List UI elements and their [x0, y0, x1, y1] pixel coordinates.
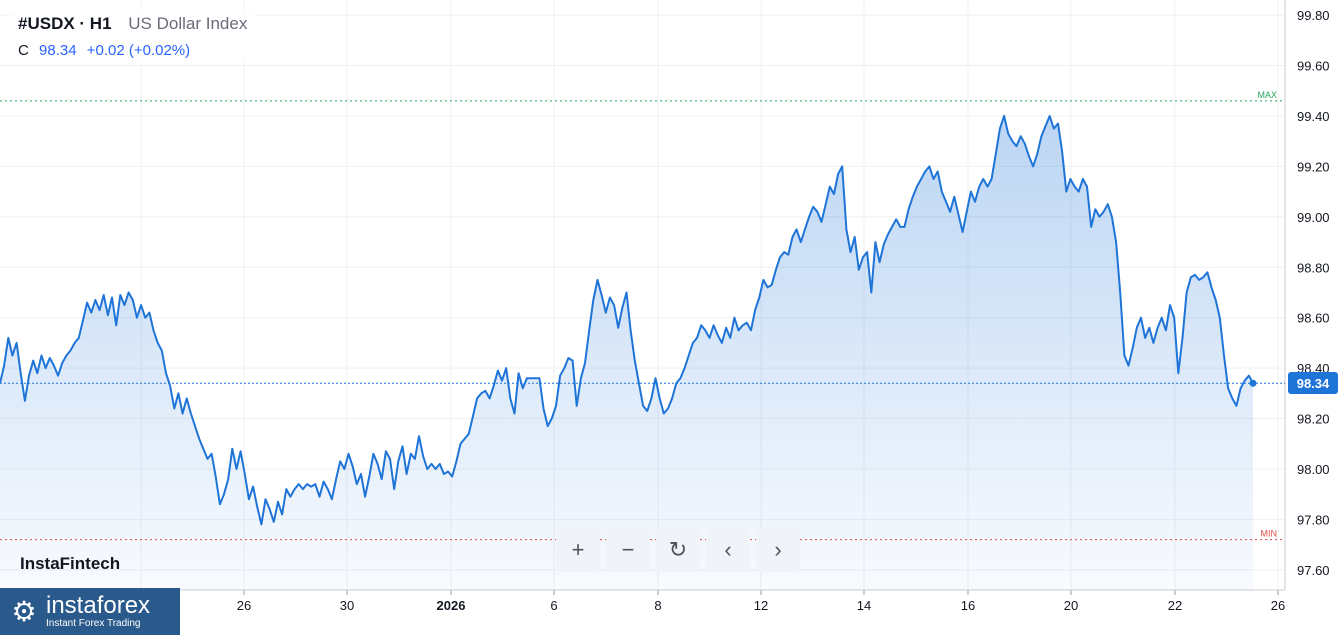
- x-tick-label: 8: [654, 598, 661, 613]
- x-tick-label: 22: [1168, 598, 1182, 613]
- logo-gear-icon: ⚙: [11, 596, 37, 627]
- x-tick-label: 12: [754, 598, 768, 613]
- x-tick-label: 26: [237, 598, 251, 613]
- x-tick-label: 26: [1271, 598, 1285, 613]
- area-fill: [0, 116, 1253, 590]
- min-label: MIN: [1261, 529, 1278, 539]
- x-tick-label: 14: [857, 598, 871, 613]
- x-tick-label: 20: [1064, 598, 1078, 613]
- x-tick-label: 30: [340, 598, 354, 613]
- last-price-tag: 98.34: [1288, 372, 1338, 395]
- max-label: MAX: [1257, 90, 1277, 100]
- chevron-left-icon: ‹: [724, 537, 732, 562]
- last-price-dot: [1249, 379, 1257, 387]
- brand-watermark: InstaFintech: [20, 554, 121, 573]
- instrument-name: US Dollar Index: [128, 14, 248, 33]
- minus-icon: −: [621, 537, 635, 562]
- change-value: +0.02 (+0.02%): [86, 42, 191, 59]
- scroll-left-button[interactable]: ‹: [706, 528, 750, 572]
- y-tick-label: 99.40: [1297, 109, 1330, 124]
- reset-button[interactable]: ↻: [656, 528, 700, 572]
- price-line: [0, 115, 1254, 526]
- y-tick-label: 98.20: [1297, 412, 1330, 427]
- chevron-right-icon: ›: [774, 537, 782, 562]
- close-value: 98.34: [39, 42, 77, 59]
- zoom-out-button[interactable]: −: [606, 528, 650, 572]
- y-tick-label: 99.00: [1297, 210, 1330, 225]
- y-tick-label: 97.60: [1297, 563, 1330, 578]
- y-tick-label: 98.80: [1297, 260, 1330, 275]
- plus-icon: +: [571, 537, 585, 562]
- symbol-label: #USDX · H1: [18, 14, 112, 33]
- zoom-in-button[interactable]: +: [556, 528, 600, 572]
- instaforex-logo: ⚙ instaforex Instant Forex Trading: [0, 588, 180, 635]
- x-tick-label: 2026: [437, 598, 466, 613]
- logo-name: instaforex: [46, 591, 151, 619]
- x-tick-label: 6: [550, 598, 557, 613]
- x-tick-label: 16: [961, 598, 975, 613]
- chart-header: #USDX · H1 US Dollar Index C 98.34 +0.02…: [10, 10, 256, 63]
- y-tick-label: 98.00: [1297, 462, 1330, 477]
- y-tick-label: 97.80: [1297, 512, 1330, 527]
- reset-icon: ↻: [668, 537, 688, 562]
- close-label: C: [18, 42, 29, 59]
- y-tick-label: 99.60: [1297, 59, 1330, 74]
- chart-toolbar: + − ↻ ‹ ›: [556, 528, 800, 572]
- y-tick-label: 98.60: [1297, 311, 1330, 326]
- y-tick-label: 99.20: [1297, 159, 1330, 174]
- logo-tagline: Instant Forex Trading: [46, 617, 141, 629]
- y-tick-label: 99.80: [1297, 8, 1330, 23]
- scroll-right-button[interactable]: ›: [756, 528, 800, 572]
